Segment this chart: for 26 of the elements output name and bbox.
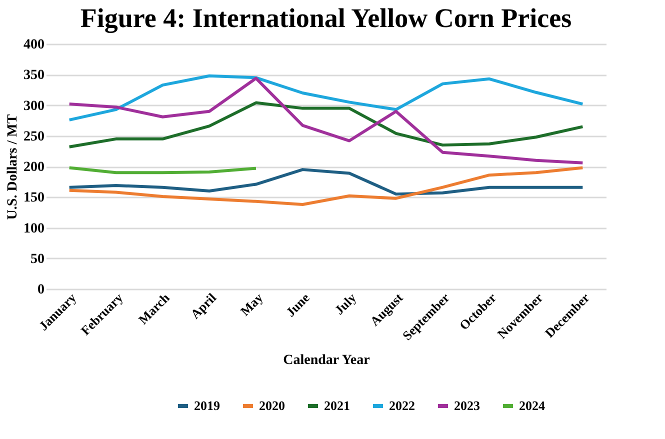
legend-label: 2022 (389, 398, 415, 413)
legend-label: 2023 (454, 398, 480, 413)
y-tick-label: 300 (24, 98, 44, 114)
y-tick-label: 50 (30, 252, 44, 267)
x-axis-title: Calendar Year (283, 353, 370, 368)
x-tick-label: May (237, 290, 266, 319)
line-series (68, 166, 584, 206)
y-tick-label: 100 (24, 221, 44, 236)
x-tick-label: July (332, 290, 360, 318)
line-series (68, 101, 584, 148)
line-series (68, 168, 584, 196)
line-series (68, 76, 584, 164)
chart-title: Figure 4: International Yellow Corn Prices (80, 3, 572, 33)
y-tick-label: 400 (24, 38, 44, 52)
legend-label: 2021 (324, 398, 350, 413)
legend-label: 2019 (194, 398, 220, 413)
legend-label: 2024 (519, 398, 546, 413)
y-tick-label: 350 (24, 68, 44, 84)
y-tick-label: 250 (24, 129, 44, 144)
y-tick-label: 150 (24, 190, 44, 206)
y-axis-title: U.S. Dollars / MT (6, 114, 20, 220)
x-tick-label: June (282, 290, 313, 320)
y-tick-label: 200 (24, 160, 44, 175)
y-tick-label: 0 (38, 282, 44, 298)
legend-label: 2020 (259, 398, 285, 413)
line-series (68, 74, 584, 122)
